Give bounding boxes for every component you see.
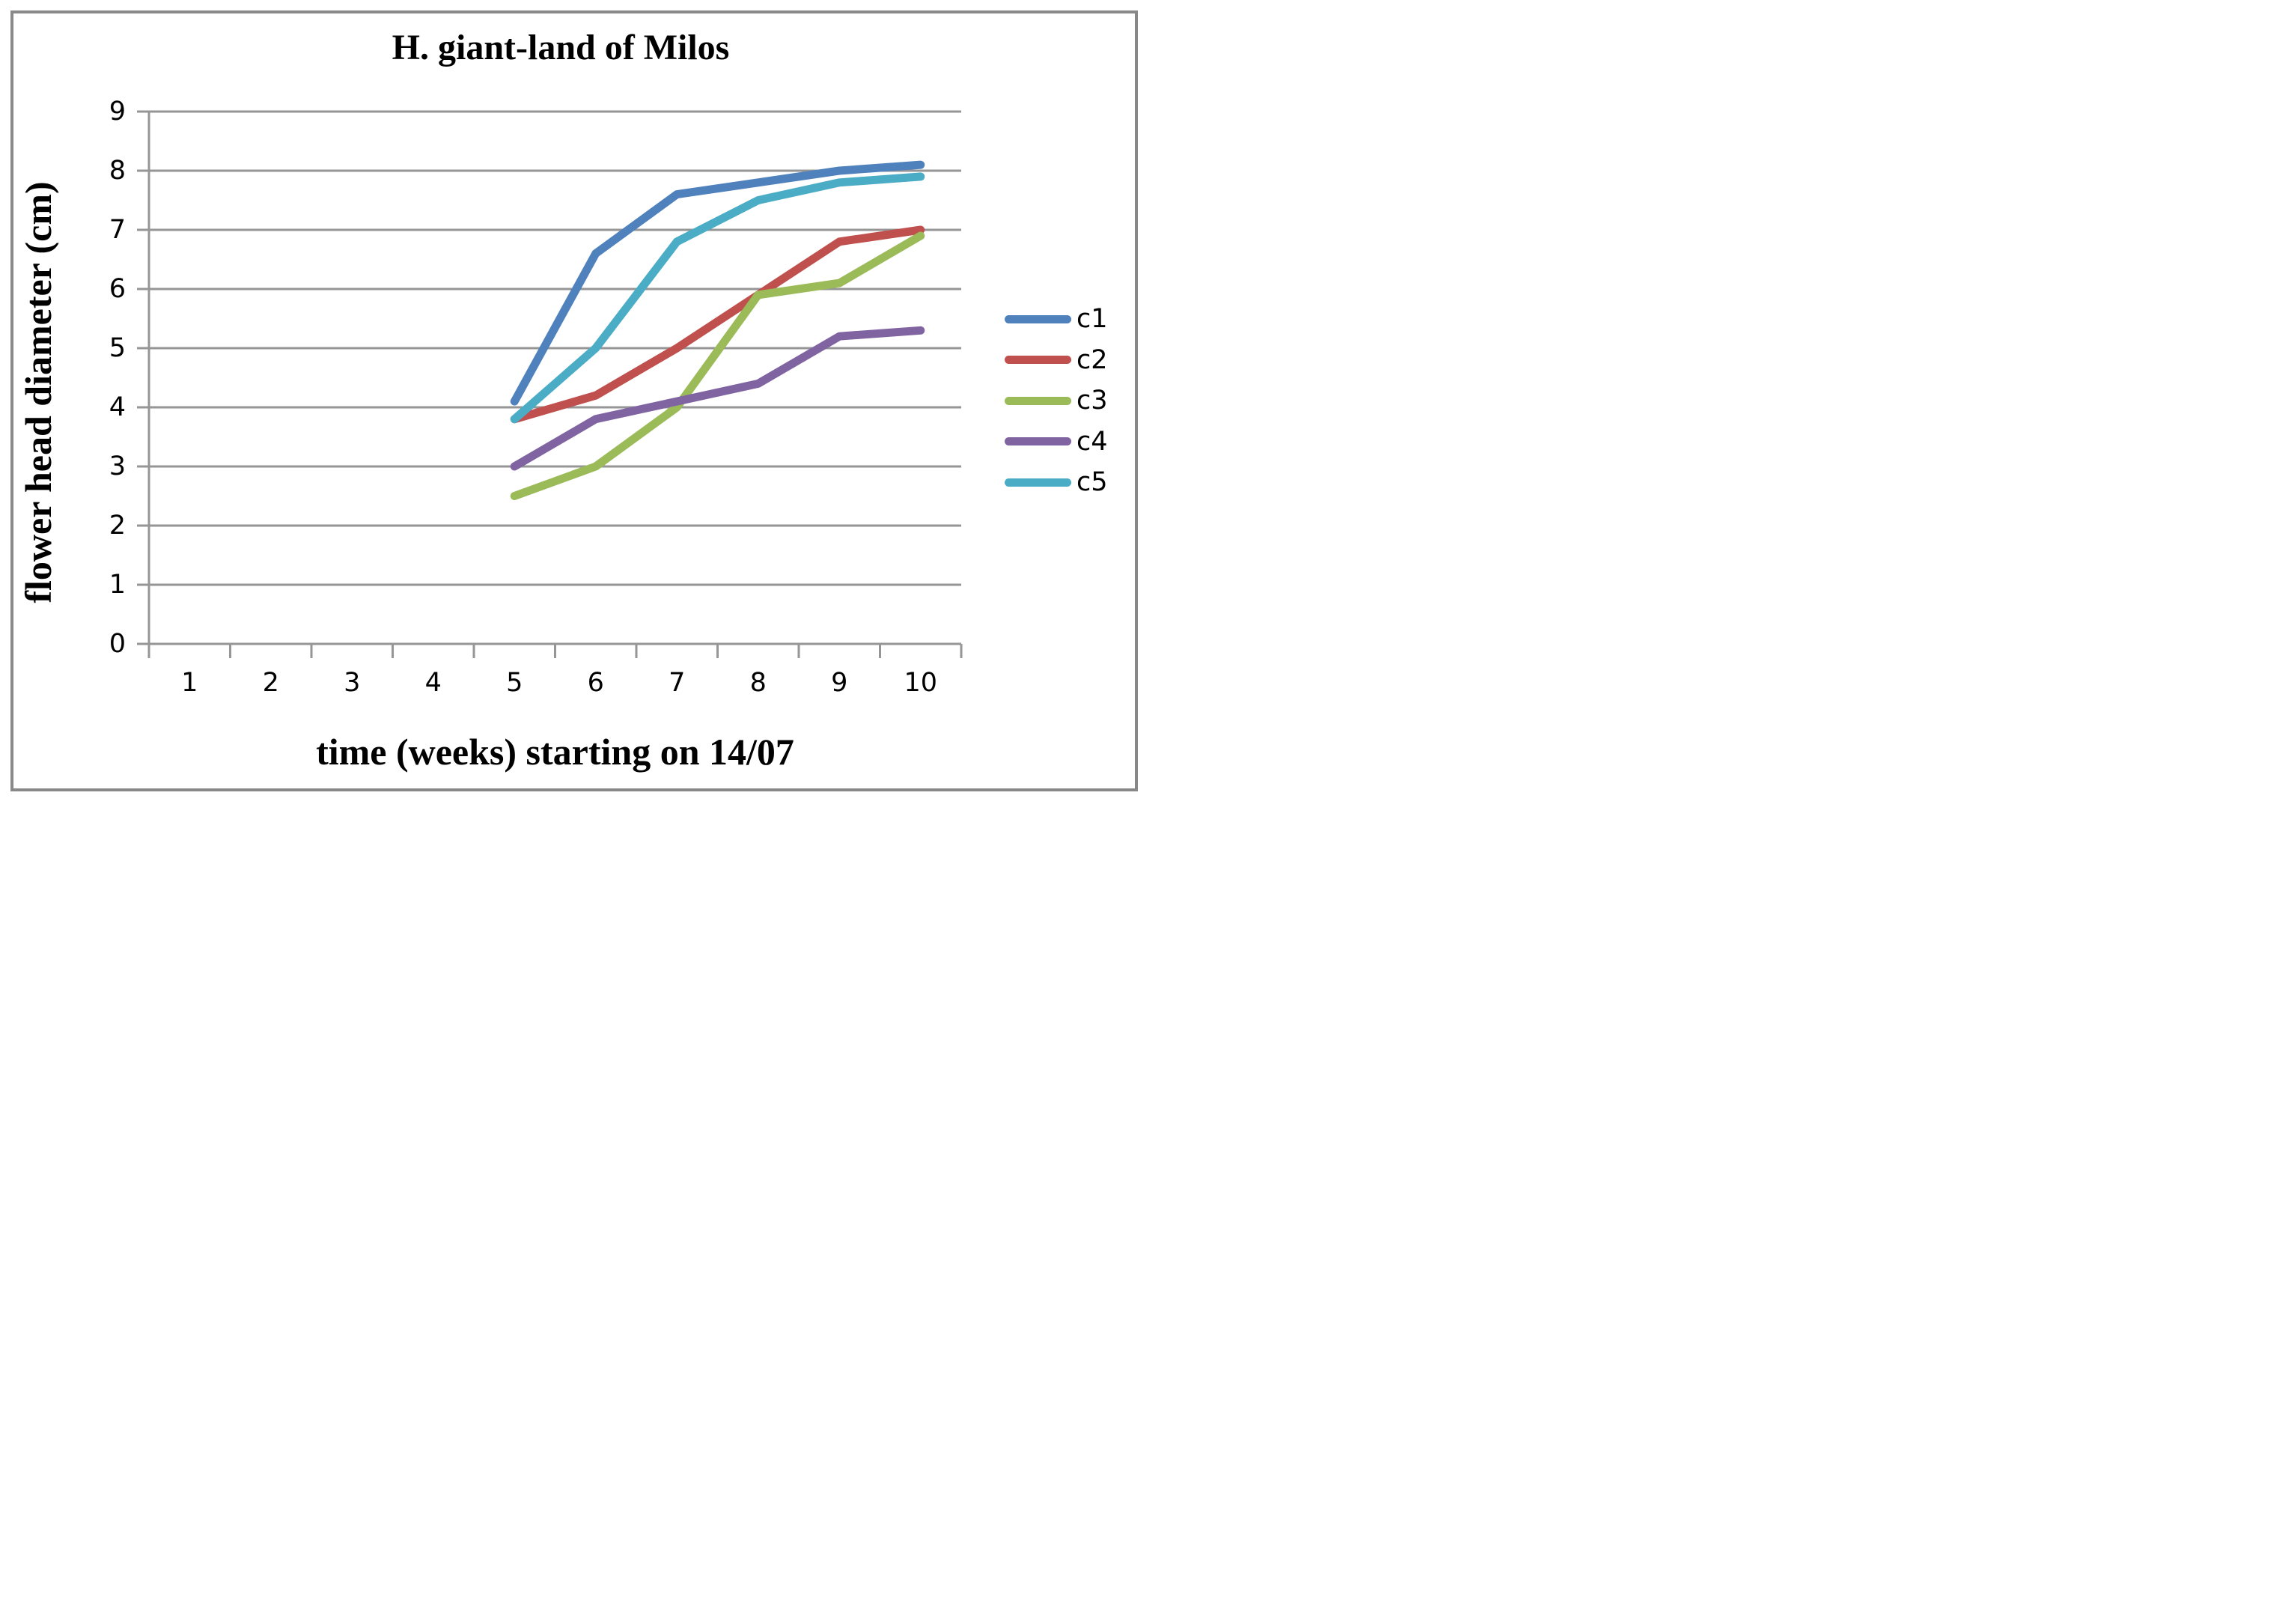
legend-line-c3 [1005, 396, 1071, 405]
x-tick-label: 5 [506, 668, 523, 698]
series-line-c5 [510, 172, 925, 424]
legend-item-c1: c1 [1005, 304, 1108, 334]
series-line-c2 [510, 225, 925, 424]
legend-item-c3: c3 [1005, 386, 1108, 416]
y-tick-label: 5 [109, 333, 126, 363]
series-line-c3 [510, 231, 925, 500]
y-tick-label: 6 [109, 274, 126, 304]
legend-label: c3 [1077, 386, 1108, 416]
legend-label: c2 [1077, 344, 1108, 375]
legend-line-c1 [1005, 314, 1071, 323]
y-tick-label: 4 [109, 392, 126, 422]
x-tick-label: 4 [424, 668, 442, 698]
legend-label: c1 [1077, 304, 1108, 334]
y-tick-label: 8 [109, 156, 126, 186]
chart-title: H. giant-land of Milos [392, 28, 730, 67]
y-tick-label: 9 [109, 97, 126, 127]
legend-line-c2 [1005, 356, 1071, 364]
line-chart: H. giant-land of Milos flower head diame… [0, 0, 1148, 802]
y-tick-label: 7 [109, 215, 126, 245]
series-line-c4 [510, 326, 925, 471]
x-axis-title: time (weeks) starting on 14/07 [316, 731, 794, 773]
legend-line-c5 [1005, 478, 1071, 487]
legend-item-c4: c4 [1005, 427, 1108, 457]
x-tick-label: 6 [587, 668, 604, 698]
plot-area [137, 110, 963, 658]
legend-label: c4 [1077, 426, 1108, 457]
legend-item-c2: c2 [1005, 345, 1108, 375]
x-tick-label: 1 [181, 668, 198, 698]
x-tick-label: 7 [669, 668, 686, 698]
legend-item-c5: c5 [1005, 467, 1108, 497]
x-tick-label: 8 [749, 668, 767, 698]
y-tick-label: 0 [109, 629, 126, 659]
y-tick-label: 2 [109, 511, 126, 541]
x-tick-label: 9 [831, 668, 848, 698]
y-tick-label: 1 [109, 570, 126, 600]
y-tick-label: 3 [109, 451, 126, 481]
legend-line-c4 [1005, 437, 1071, 445]
x-tick-label: 3 [344, 668, 361, 698]
series-line-c1 [510, 160, 925, 406]
legend-label: c5 [1077, 467, 1108, 497]
x-tick-label: 2 [262, 668, 279, 698]
x-tick-label: 10 [904, 668, 938, 698]
